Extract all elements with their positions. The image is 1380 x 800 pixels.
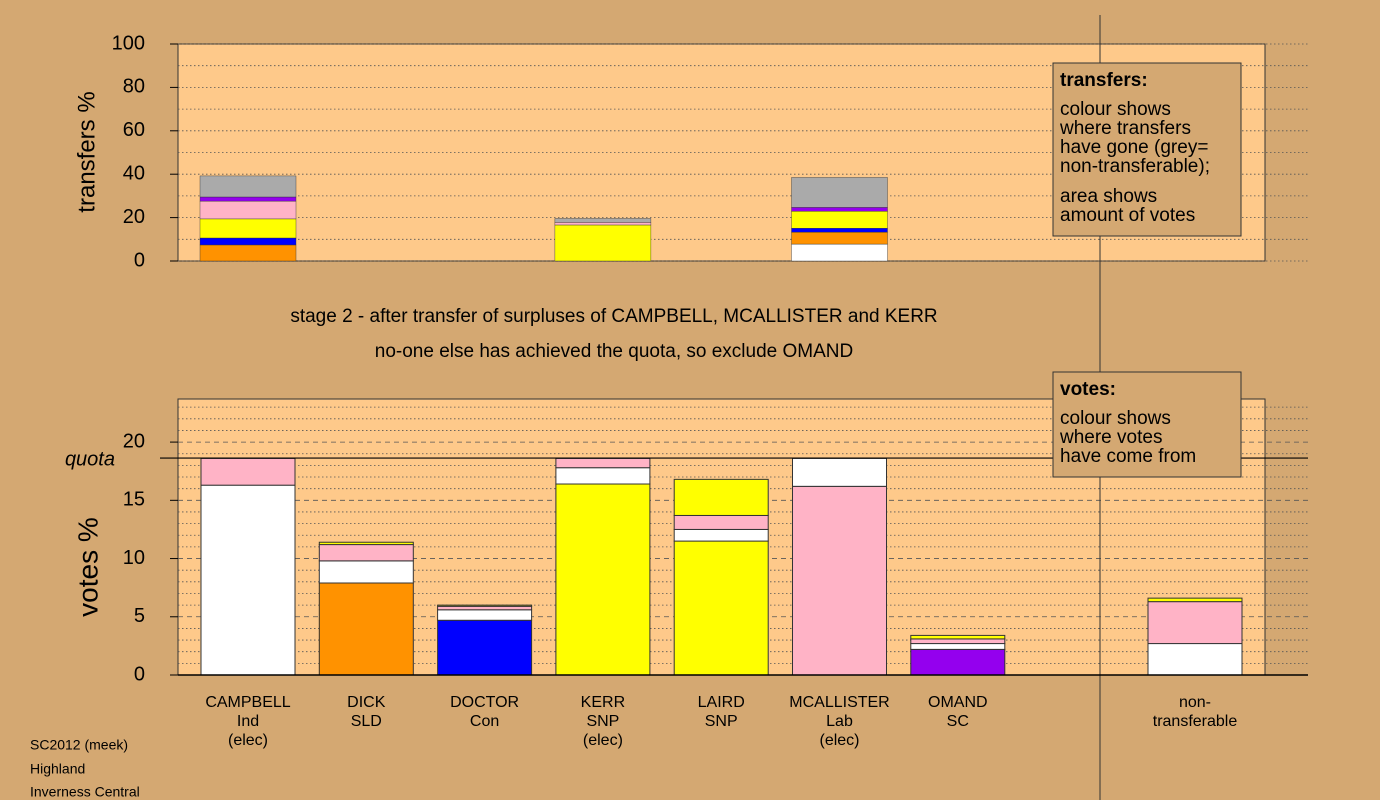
note-title: votes: [1060,379,1116,400]
y-tick-label: 60 [123,119,145,141]
x-tick-label: LAIRD [698,694,745,711]
bar-segment [199,200,297,220]
note-text: area shows [1060,186,1157,207]
x-tick-label: Con [470,713,499,730]
bar-segment [199,196,297,202]
x-tick-label: (elec) [583,732,623,749]
x-tick-label: MCALLISTER [789,694,889,711]
y-tick-label: 20 [123,430,145,452]
bar-segment [437,609,533,621]
bar-segment [791,231,888,245]
y-tick-label: 20 [123,206,145,228]
bar-segment [791,211,888,229]
subtitle: no-one else has achieved the quota, so e… [375,341,853,362]
bar-segment [791,228,888,233]
bar-segment [318,541,414,546]
footer: Inverness Central [30,784,140,800]
x-tick-label: OMAND [928,694,988,711]
note-text: amount of votes [1060,205,1195,226]
note-text: colour shows [1060,99,1171,120]
note-title: transfers: [1060,70,1148,91]
bar-segment [791,243,888,262]
x-tick-label: (elec) [228,732,268,749]
y-tick-label: 40 [123,162,145,184]
bar-segment [554,224,652,262]
x-tick-label: SNP [586,713,619,730]
bar-segment [1147,643,1243,676]
bar-segment [437,605,533,611]
x-tick-label: (elec) [819,732,859,749]
x-tick-label: SLD [351,713,382,730]
bar-segment [437,619,533,676]
quota-label: quota [65,448,115,470]
bar-segment [792,457,887,487]
bar-segment [200,484,296,676]
bar-segment [1147,597,1243,603]
bar-segment [199,244,297,262]
note-box [1052,371,1242,478]
y-axis-label: transfers % [73,91,100,212]
bar-segment [199,218,297,239]
y-tick-label: 10 [123,547,145,569]
y-tick-label: 0 [134,663,145,685]
x-tick-label: DICK [347,694,386,711]
bar-segment [318,560,414,584]
x-tick-label: Lab [826,713,853,730]
x-tick-label: SNP [705,713,738,730]
footer: Highland [30,761,85,777]
note-text: where transfers [1059,118,1191,139]
x-tick-label: non- [1179,694,1211,711]
bar-segment [554,222,652,226]
bar-segment [555,457,651,469]
note-text: have gone (grey= [1060,137,1208,158]
y-tick-label: 80 [123,76,145,98]
y-tick-label: 15 [123,489,145,511]
note-box [1052,62,1242,237]
bar-segment [791,177,888,208]
note-text: non-transferable); [1060,156,1210,177]
bar-segment [792,485,887,676]
bar-segment [673,478,769,516]
bar-segment [673,528,769,542]
subtitle: stage 2 - after transfer of surpluses of… [290,306,937,327]
y-tick-label: 100 [112,32,145,54]
bar-segment [555,467,651,485]
bar-segment [318,544,414,562]
bar-segment [554,218,652,223]
footer: SC2012 (meek) [30,737,128,753]
y-tick-label: 0 [134,249,145,271]
bar-segment [318,582,414,676]
bar-segment [555,483,651,676]
note-text: where votes [1059,427,1162,448]
x-tick-label: Ind [237,713,259,730]
bar-segment [910,634,1006,640]
x-tick-label: transferable [1153,713,1238,730]
y-axis-label: votes % [72,517,103,617]
bar-segment [200,457,296,486]
bar-segment [1147,601,1243,645]
note-text: colour shows [1060,408,1171,429]
x-tick-label: CAMPBELL [205,694,290,711]
bar-segment [199,175,297,198]
y-tick-label: 5 [134,605,145,627]
note-text: have come from [1060,446,1196,467]
x-tick-label: KERR [581,694,625,711]
bar-segment [910,643,1006,650]
bar-segment [673,540,769,676]
x-tick-label: SC [947,713,969,730]
bar-segment [910,648,1006,676]
x-tick-label: DOCTOR [450,694,519,711]
bar-segment [437,604,533,607]
bar-segment [673,514,769,530]
bar-segment [910,638,1006,645]
bar-segment [199,237,297,246]
bar-segment [791,207,888,212]
